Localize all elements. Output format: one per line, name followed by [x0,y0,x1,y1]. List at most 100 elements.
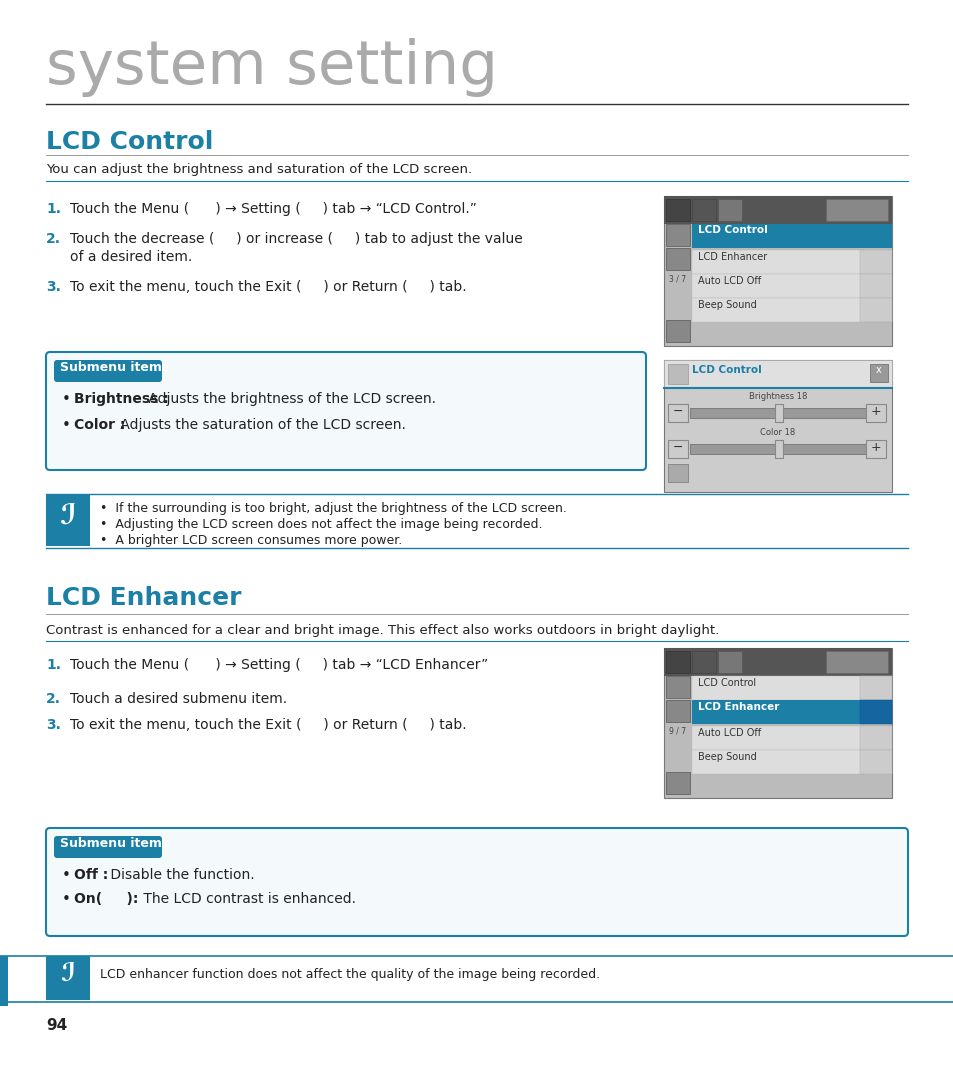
Bar [665,320,689,341]
Text: LCD Control: LCD Control [698,678,756,688]
Text: To exit the menu, touch the Exit (     ) or Return (     ) tab.: To exit the menu, touch the Exit ( ) or … [70,718,466,732]
FancyBboxPatch shape [54,836,162,858]
Text: •: • [62,418,71,433]
Bar [691,199,716,221]
Text: +: + [870,441,881,454]
Bar [718,199,741,221]
Bar [665,224,689,245]
Bar [663,648,891,676]
FancyBboxPatch shape [46,352,645,470]
Text: LCD Control: LCD Control [698,225,767,235]
Bar [691,250,891,274]
Bar [859,726,891,750]
Bar [859,250,891,274]
Text: Auto LCD Off: Auto LCD Off [698,728,760,738]
Bar [689,408,865,418]
Bar [859,750,891,774]
Text: Color 18: Color 18 [760,428,795,437]
Text: LCD Control: LCD Control [46,130,213,154]
Bar [774,404,782,422]
Text: +: + [870,405,881,418]
Text: •: • [62,892,71,907]
Text: Beep Sound: Beep Sound [698,300,756,310]
Text: 2.: 2. [46,692,61,706]
Text: 9 / 7: 9 / 7 [668,727,685,736]
Text: Submenu items: Submenu items [60,837,169,850]
Text: Touch the Menu (      ) → Setting (     ) tab → “LCD Control.”: Touch the Menu ( ) → Setting ( ) tab → “… [70,202,476,216]
Text: Disable the function.: Disable the function. [106,868,254,882]
Bar [691,224,891,248]
Text: •: • [62,868,71,883]
Bar [665,700,689,722]
Text: Contrast is enhanced for a clear and bright image. This effect also works outdoo: Contrast is enhanced for a clear and bri… [46,624,719,637]
Bar [859,298,891,322]
Text: 3 / 7: 3 / 7 [668,275,685,284]
FancyBboxPatch shape [46,828,907,936]
Bar [665,651,689,673]
Bar [46,956,90,1000]
Text: Adjusts the brightness of the LCD screen.: Adjusts the brightness of the LCD screen… [144,392,436,406]
Text: •  If the surrounding is too bright, adjust the brightness of the LCD screen.: • If the surrounding is too bright, adju… [100,502,566,515]
Text: −: − [672,441,682,454]
Text: •  A brighter LCD screen consumes more power.: • A brighter LCD screen consumes more po… [100,533,402,547]
Text: ℐ: ℐ [60,962,75,986]
Bar [691,298,891,322]
Text: LCD Enhancer: LCD Enhancer [698,702,779,712]
Text: 94: 94 [46,1018,67,1033]
Bar [663,196,891,346]
Text: Brightness 18: Brightness 18 [748,392,806,401]
Bar [691,651,716,673]
Bar [665,199,689,221]
Text: Touch the decrease (     ) or increase (     ) tab to adjust the value: Touch the decrease ( ) or increase ( ) t… [70,232,522,245]
Bar [691,700,891,724]
Bar [663,360,891,492]
Text: 2.: 2. [46,232,61,245]
Text: To exit the menu, touch the Exit (     ) or Return (     ) tab.: To exit the menu, touch the Exit ( ) or … [70,280,466,293]
Text: 3.: 3. [46,280,61,293]
Text: −: − [672,405,682,418]
Text: ℐ: ℐ [60,502,76,530]
Bar [667,364,687,384]
FancyBboxPatch shape [54,360,162,382]
Text: 1.: 1. [46,202,61,216]
Bar [774,440,782,458]
Bar [691,750,891,774]
Text: •  Adjusting the LCD screen does not affect the image being recorded.: • Adjusting the LCD screen does not affe… [100,518,542,531]
Text: Touch the Menu (      ) → Setting (     ) tab → “LCD Enhancer”: Touch the Menu ( ) → Setting ( ) tab → “… [70,658,488,672]
Bar [865,404,885,422]
Text: 1.: 1. [46,658,61,672]
Text: LCD Enhancer: LCD Enhancer [698,252,766,262]
Text: Beep Sound: Beep Sound [698,752,756,762]
Text: Touch a desired submenu item.: Touch a desired submenu item. [70,692,287,706]
Bar [859,700,891,724]
Bar [665,772,689,794]
Text: LCD Control: LCD Control [691,365,760,375]
Bar [865,440,885,458]
Bar [0,956,8,1006]
Bar [689,444,865,454]
Bar [665,248,689,269]
Bar [663,648,891,798]
Bar [667,440,687,458]
Bar [691,676,891,700]
Bar [718,651,741,673]
Bar [691,274,891,298]
Text: Brightness :: Brightness : [74,392,169,406]
Text: LCD Enhancer: LCD Enhancer [46,586,241,610]
Text: x: x [875,365,881,375]
Bar [665,676,689,698]
Text: You can adjust the brightness and saturation of the LCD screen.: You can adjust the brightness and satura… [46,163,472,176]
Bar [663,196,891,224]
Text: •: • [62,392,71,407]
Bar [869,364,887,382]
Text: of a desired item.: of a desired item. [70,250,193,264]
Bar [667,464,687,482]
Text: Submenu items: Submenu items [60,361,169,374]
Bar [859,274,891,298]
Bar [667,404,687,422]
Bar [691,726,891,750]
Text: On(     ):: On( ): [74,892,138,906]
Text: Adjusts the saturation of the LCD screen.: Adjusts the saturation of the LCD screen… [116,418,405,432]
Text: system setting: system setting [46,38,497,97]
Text: LCD enhancer function does not affect the quality of the image being recorded.: LCD enhancer function does not affect th… [100,968,599,981]
